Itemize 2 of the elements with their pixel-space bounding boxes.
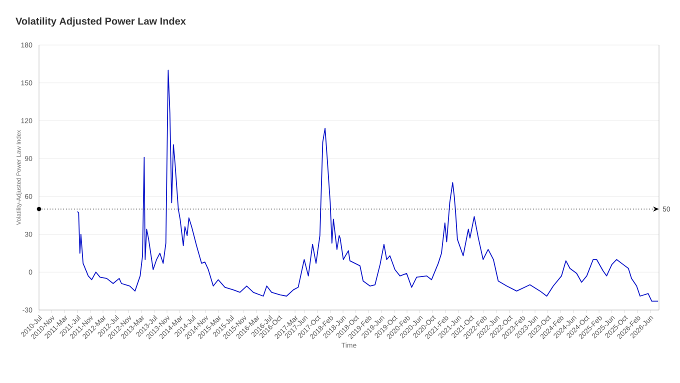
chart-title: Volatility Adjusted Power Law Index xyxy=(16,17,186,27)
line-series xyxy=(76,70,659,302)
